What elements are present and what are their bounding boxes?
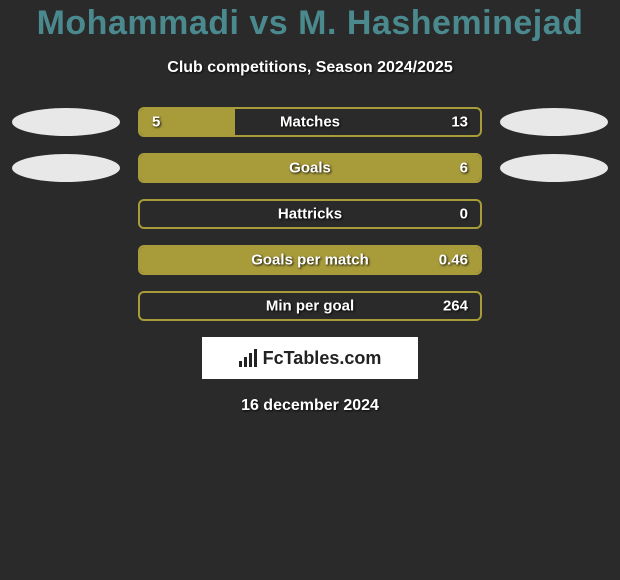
footer-logo-text: FcTables.com [263, 348, 382, 369]
footer-logo[interactable]: FcTables.com [202, 337, 418, 379]
stat-row: 5 Matches 13 [0, 107, 620, 137]
stat-label: Hattricks [278, 206, 342, 223]
player-badge-left [12, 154, 120, 182]
page-title: Mohammadi vs M. Hasheminejad [0, 4, 620, 43]
stat-row: Min per goal 264 [0, 291, 620, 321]
stat-bar: Goals per match 0.46 [138, 245, 482, 275]
stat-right-value: 13 [451, 114, 468, 131]
stat-right-value: 0 [460, 206, 468, 223]
stat-rows: 5 Matches 13 Goals 6 Hattricks 0 Goals per matc… [0, 107, 620, 321]
player-badge-left [12, 108, 120, 136]
stat-label: Matches [280, 114, 340, 131]
stat-row: Hattricks 0 [0, 199, 620, 229]
subtitle: Club competitions, Season 2024/2025 [0, 59, 620, 77]
stat-right-value: 0.46 [439, 252, 468, 269]
stat-bar: 5 Matches 13 [138, 107, 482, 137]
stat-label: Goals per match [251, 252, 369, 269]
stat-row: Goals per match 0.46 [0, 245, 620, 275]
comparison-container: Mohammadi vs M. Hasheminejad Club compet… [0, 0, 620, 415]
stat-right-value: 264 [443, 298, 468, 315]
stat-row: Goals 6 [0, 153, 620, 183]
stat-bar: Hattricks 0 [138, 199, 482, 229]
player-badge-right [500, 154, 608, 182]
stat-right-value: 6 [460, 160, 468, 177]
stat-label: Min per goal [266, 298, 354, 315]
stat-left-value: 5 [152, 114, 160, 131]
player-badge-right [500, 108, 608, 136]
stat-bar: Min per goal 264 [138, 291, 482, 321]
footer-date: 16 december 2024 [0, 397, 620, 415]
barchart-icon [239, 349, 257, 367]
stat-bar: Goals 6 [138, 153, 482, 183]
stat-label: Goals [289, 160, 331, 177]
